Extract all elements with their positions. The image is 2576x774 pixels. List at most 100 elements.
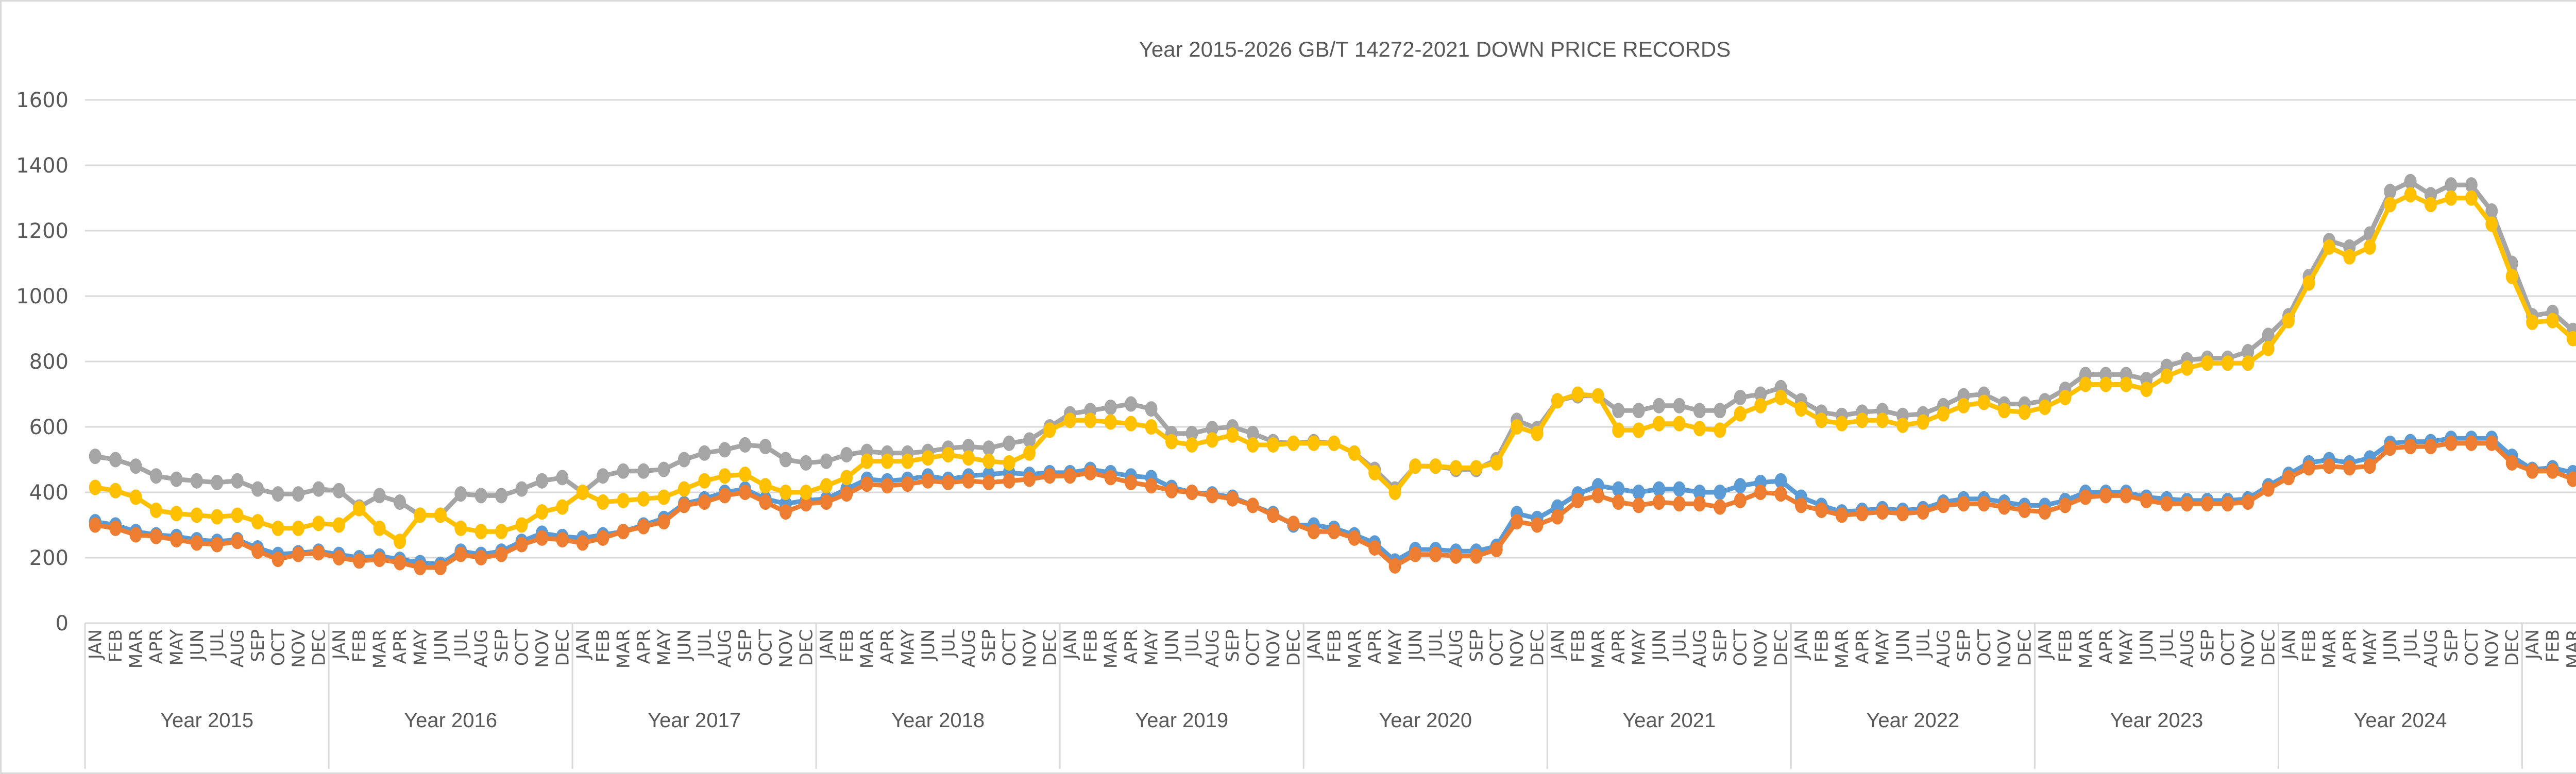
data-point xyxy=(1571,492,1584,508)
month-label: APR xyxy=(1608,629,1629,664)
data-point xyxy=(576,535,589,551)
data-point xyxy=(1856,412,1869,428)
data-point xyxy=(1003,455,1015,471)
data-point xyxy=(982,440,995,456)
month-label: JUL xyxy=(1426,629,1446,658)
month-label: JUN xyxy=(1893,629,1913,661)
data-point xyxy=(1754,485,1767,500)
month-label: JAN xyxy=(2279,629,2299,660)
year-label: Year 2024 xyxy=(2353,709,2447,732)
data-point xyxy=(779,485,792,500)
data-point xyxy=(2465,177,2478,193)
data-point xyxy=(535,530,548,546)
data-point xyxy=(1145,401,1158,417)
data-point xyxy=(1612,481,1625,497)
data-point xyxy=(414,560,427,576)
data-point xyxy=(2465,435,2478,451)
data-point xyxy=(617,524,630,540)
month-label: SEP xyxy=(1466,629,1487,662)
data-point xyxy=(292,520,304,536)
data-point xyxy=(190,473,203,489)
month-label: MAR xyxy=(2076,629,2096,668)
data-point xyxy=(1653,481,1666,497)
month-label: DEC xyxy=(2259,629,2279,666)
data-point xyxy=(454,546,467,562)
month-label: FEB xyxy=(106,629,126,662)
data-point xyxy=(1125,396,1138,412)
data-point xyxy=(1328,524,1341,540)
month-label: AUG xyxy=(715,629,736,668)
month-label: JUN xyxy=(1405,629,1426,661)
data-point xyxy=(2363,239,2376,255)
data-point xyxy=(2404,187,2417,203)
month-label: OCT xyxy=(1974,629,1995,666)
data-point xyxy=(2566,331,2576,347)
data-point xyxy=(394,494,406,510)
month-label: APR xyxy=(877,629,898,664)
data-point xyxy=(1185,485,1198,500)
data-point xyxy=(2160,368,2173,384)
month-label: JUN xyxy=(2137,629,2157,661)
y-tick-label: 800 xyxy=(29,350,69,374)
data-point xyxy=(2018,502,2031,518)
month-label: FEB xyxy=(1324,629,1345,662)
data-point xyxy=(312,545,325,561)
data-point xyxy=(332,483,345,498)
data-point xyxy=(2079,489,2092,505)
month-label: JUL xyxy=(1913,629,1934,658)
data-point xyxy=(170,471,183,487)
month-label: JAN xyxy=(1304,629,1325,660)
data-point xyxy=(1531,517,1544,533)
month-label: JUL xyxy=(2157,629,2178,658)
data-point xyxy=(2384,183,2397,199)
data-point xyxy=(2445,435,2458,451)
data-point xyxy=(89,449,101,465)
data-point xyxy=(2505,268,2518,284)
data-point xyxy=(1409,458,1422,474)
data-point xyxy=(454,520,467,536)
month-label: APR xyxy=(2096,629,2116,664)
data-point xyxy=(414,507,427,523)
month-label: FEB xyxy=(2055,629,2076,662)
data-point xyxy=(1267,507,1280,523)
data-point xyxy=(1734,389,1747,405)
month-label: DEC xyxy=(1771,629,1792,666)
data-point xyxy=(2221,496,2234,512)
year-label: Year 2023 xyxy=(2110,709,2203,732)
data-point xyxy=(1165,483,1178,498)
data-point xyxy=(1084,465,1097,480)
data-point xyxy=(800,455,812,471)
year-label: Year 2017 xyxy=(648,709,741,732)
month-label: JUL xyxy=(694,629,715,658)
month-label: JUL xyxy=(207,629,228,658)
month-label: APR xyxy=(1365,629,1385,664)
month-label: JUN xyxy=(1649,629,1670,661)
year-label: Year 2022 xyxy=(1866,709,1959,732)
data-point xyxy=(515,481,528,497)
data-point xyxy=(251,514,264,530)
data-point xyxy=(1754,386,1767,402)
data-point xyxy=(1551,509,1564,525)
month-label: DEC xyxy=(796,629,817,666)
data-point xyxy=(597,494,609,510)
data-point xyxy=(820,494,833,510)
data-point xyxy=(1145,478,1158,494)
data-point xyxy=(698,494,711,510)
month-label: MAR xyxy=(2319,629,2340,668)
data-point xyxy=(2566,471,2576,487)
data-series xyxy=(89,174,2576,576)
data-point xyxy=(1145,419,1158,435)
data-point xyxy=(251,543,264,559)
data-point xyxy=(495,524,508,540)
data-point xyxy=(109,520,122,536)
data-point xyxy=(1267,437,1280,453)
data-point xyxy=(657,489,670,505)
data-point xyxy=(1632,485,1645,500)
month-label: OCT xyxy=(2218,629,2239,666)
data-point xyxy=(1673,496,1686,512)
data-point xyxy=(1470,460,1483,476)
data-point xyxy=(556,532,569,548)
month-label: AUG xyxy=(959,629,979,668)
month-label: JUN xyxy=(1162,629,1182,661)
month-label: SEP xyxy=(248,629,268,662)
